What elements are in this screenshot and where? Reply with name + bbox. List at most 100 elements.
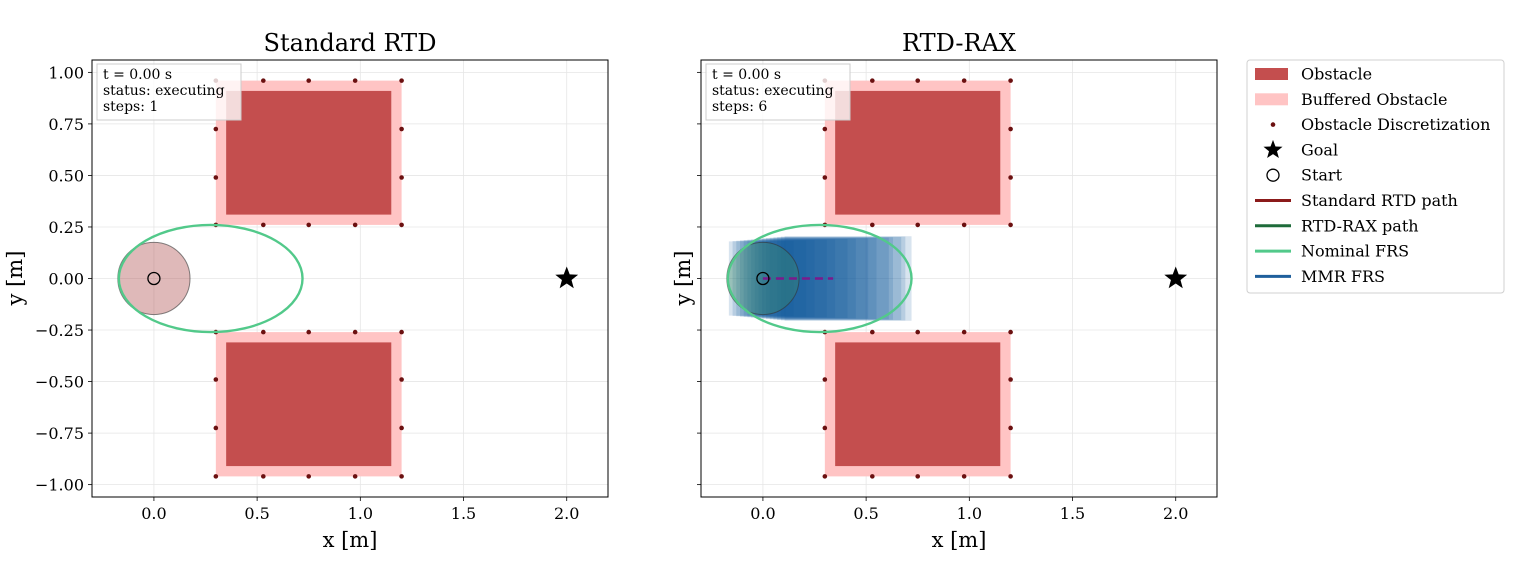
obstacle-discretization-point: [399, 425, 404, 431]
chart-title: Standard RTD: [264, 29, 437, 57]
goal-star-icon: [1164, 266, 1188, 289]
status-line: steps: 6: [712, 99, 767, 115]
nominal-frs-ellipse: [726, 223, 913, 334]
legend-label: Nominal FRS: [1301, 242, 1409, 261]
obstacle-discretization-point: [961, 222, 967, 228]
nominal-frs-ellipse: [117, 223, 304, 334]
obstacle-discretization-point: [213, 126, 219, 132]
obstacle-discretization-point: [352, 474, 358, 479]
legend-label: Start: [1301, 166, 1343, 185]
obstacle-discretization-point: [1008, 474, 1013, 479]
obstacle-discretization-point: [399, 78, 404, 83]
mmr-frs-set: [747, 239, 827, 318]
obstacle-discretization-point: [961, 474, 967, 479]
x-tick-label: 2.0: [554, 504, 579, 523]
y-tick-label: 0.75: [48, 115, 84, 134]
obstacle-discretization-point: [961, 78, 967, 83]
obstacle-discretization-point: [1008, 78, 1013, 83]
obstacle-discretization-point: [822, 126, 828, 132]
legend-label: Goal: [1301, 140, 1338, 159]
status-line: status: executing: [712, 83, 834, 99]
legend-item: Buffered Obstacle: [1255, 90, 1447, 109]
legend-item: Start: [1266, 166, 1343, 185]
obstacle-discretization-point: [822, 425, 828, 431]
x-tick-label: 1.0: [348, 504, 373, 523]
obstacle-discretization-point: [399, 377, 404, 382]
obstacle-discretization-point: [870, 78, 875, 83]
obstacle-discretization-point: [822, 377, 828, 382]
x-tick-label: 1.0: [957, 504, 982, 523]
x-axis-label: x [m]: [323, 528, 378, 552]
status-line: status: executing: [103, 83, 225, 99]
y-tick-label: 1.00: [48, 63, 84, 82]
obstacle: [835, 90, 1001, 215]
status-box: [705, 63, 851, 121]
obstacle-discretization-point: [915, 474, 921, 479]
obstacle-discretization-point: [961, 329, 967, 335]
x-tick-label: 1.5: [1060, 504, 1085, 523]
legend-star-icon: [1263, 139, 1283, 158]
obstacle-discretization-point: [306, 78, 312, 83]
legend-item: Obstacle: [1255, 65, 1372, 84]
legend-label: Obstacle Discretization: [1301, 115, 1490, 134]
x-tick-label: 0.5: [244, 504, 269, 523]
obstacle-discretization-point: [915, 222, 921, 228]
legend-label: MMR FRS: [1301, 267, 1385, 286]
x-tick-label: 2.0: [1163, 504, 1188, 523]
obstacle-discretization-point: [213, 474, 219, 479]
y-tick-label: −0.50: [35, 373, 84, 392]
y-axis-label: y [m]: [3, 251, 27, 307]
status-box: [96, 63, 242, 121]
legend-item: MMR FRS: [1255, 267, 1385, 286]
goal-star-icon: [555, 266, 579, 289]
obstacle-discretization-point: [1008, 377, 1013, 382]
obstacle-discretization-point: [213, 425, 219, 431]
legend-circle-icon: [1266, 168, 1280, 182]
legend-label: Standard RTD path: [1301, 191, 1458, 210]
plot-area: [92, 60, 608, 497]
y-tick-label: −1.00: [35, 476, 84, 495]
obstacle-discretization-point: [1008, 126, 1013, 132]
legend-item: Standard RTD path: [1255, 191, 1458, 210]
obstacle-discretization-point: [915, 329, 921, 335]
obstacle-discretization-point: [915, 78, 921, 83]
legend-box: [1246, 59, 1505, 294]
x-tick-label: 0.0: [750, 504, 775, 523]
legend-item: RTD-RAX path: [1255, 216, 1419, 235]
legend-label: Obstacle: [1301, 65, 1372, 84]
obstacle-discretization-point: [822, 474, 828, 479]
obstacle-discretization-point: [1008, 175, 1013, 180]
obstacle-discretization-point: [399, 175, 404, 180]
y-tick-label: −0.75: [35, 424, 84, 443]
obstacle-discretization-point: [870, 329, 875, 335]
y-tick-label: 0.50: [48, 166, 84, 185]
legend-item: Nominal FRS: [1255, 242, 1409, 261]
status-line: steps: 1: [103, 99, 158, 115]
start-marker: [147, 271, 161, 286]
obstacle: [835, 342, 1001, 467]
legend-patch-icon: [1255, 68, 1288, 80]
obstacle-discretization-point: [352, 329, 358, 335]
obstacle-discretization-point: [306, 474, 312, 479]
obstacle-discretization-point: [352, 78, 358, 83]
obstacle-discretization-point: [261, 474, 266, 479]
obstacle-discretization-point: [306, 222, 312, 228]
y-tick-label: 0.00: [48, 270, 84, 289]
legend-label: Buffered Obstacle: [1301, 90, 1447, 109]
obstacle: [226, 342, 392, 467]
x-tick-label: 0.0: [141, 504, 166, 523]
obstacle-discretization-point: [306, 329, 312, 335]
obstacle-discretization-point: [213, 377, 219, 382]
obstacle-discretization-point: [213, 175, 219, 180]
obstacle-discretization-point: [870, 474, 875, 479]
y-axis-label: y [m]: [671, 251, 695, 307]
obstacle-discretization-point: [1008, 425, 1013, 431]
y-tick-label: 0.25: [48, 218, 84, 237]
chart-title: RTD-RAX: [902, 29, 1016, 57]
obstacle-discretization-point: [261, 222, 266, 228]
obstacle-discretization-point: [352, 222, 358, 228]
x-tick-label: 0.5: [853, 504, 878, 523]
legend-label: RTD-RAX path: [1301, 216, 1419, 235]
